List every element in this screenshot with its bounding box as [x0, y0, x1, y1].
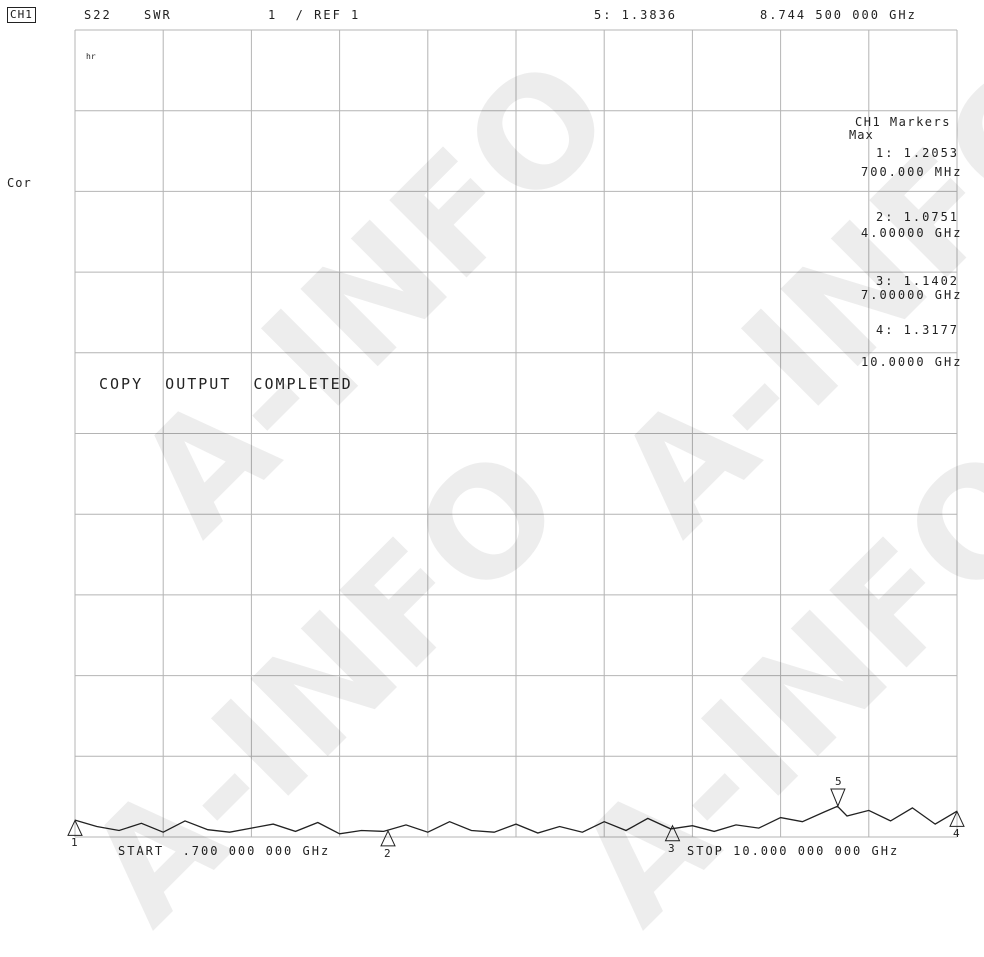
marker-4-triangle — [949, 810, 965, 827]
marker-2-triangle — [380, 829, 396, 847]
graticule — [74, 29, 958, 838]
hold-indicator: hr — [86, 52, 96, 61]
marker-2-number: 2 — [384, 847, 391, 860]
marker-1-frequency: 700.000 MHz — [861, 165, 963, 179]
marker-1-value: 1: 1.2053 — [876, 146, 960, 160]
format-label: SWR — [144, 8, 172, 22]
marker-1-triangle — [67, 819, 83, 836]
marker-3-frequency: 7.00000 GHz — [861, 288, 963, 302]
marker-2-frequency: 4.00000 GHz — [861, 226, 963, 240]
status-message: COPY OUTPUT COMPLETED — [99, 375, 353, 393]
markers-panel-mode: Max — [849, 128, 874, 142]
marker-3-number: 3 — [668, 842, 675, 855]
trace-line — [74, 805, 958, 835]
stop-frequency: STOP 10.000 000 000 GHz — [687, 844, 900, 858]
parameter-label: S22 — [84, 8, 112, 22]
marker-4-frequency: 10.0000 GHz — [861, 355, 963, 369]
markers-panel-title: CH1 Markers — [855, 115, 951, 129]
plot-area — [67, 29, 965, 847]
active-marker-value: 5: 1.3836 — [594, 8, 678, 22]
marker-3-triangle — [664, 824, 681, 842]
active-marker-frequency: 8.744 500 000 GHz — [760, 8, 917, 22]
marker-5-number: 5 — [835, 775, 842, 788]
marker-5-triangle — [830, 788, 846, 808]
scale-label: 1 / REF 1 — [268, 8, 361, 22]
marker-2-value: 2: 1.0751 — [876, 210, 960, 224]
marker-symbols — [67, 788, 965, 847]
start-frequency: START .700 000 000 GHz — [118, 844, 331, 858]
marker-4-number: 4 — [953, 827, 960, 840]
marker-4-value: 4: 1.3177 — [876, 323, 960, 337]
marker-1-number: 1 — [71, 836, 78, 849]
correction-indicator: Cor — [7, 176, 32, 190]
marker-3-value: 3: 1.1402 — [876, 274, 960, 288]
channel-indicator[interactable]: CH1 — [7, 7, 36, 23]
